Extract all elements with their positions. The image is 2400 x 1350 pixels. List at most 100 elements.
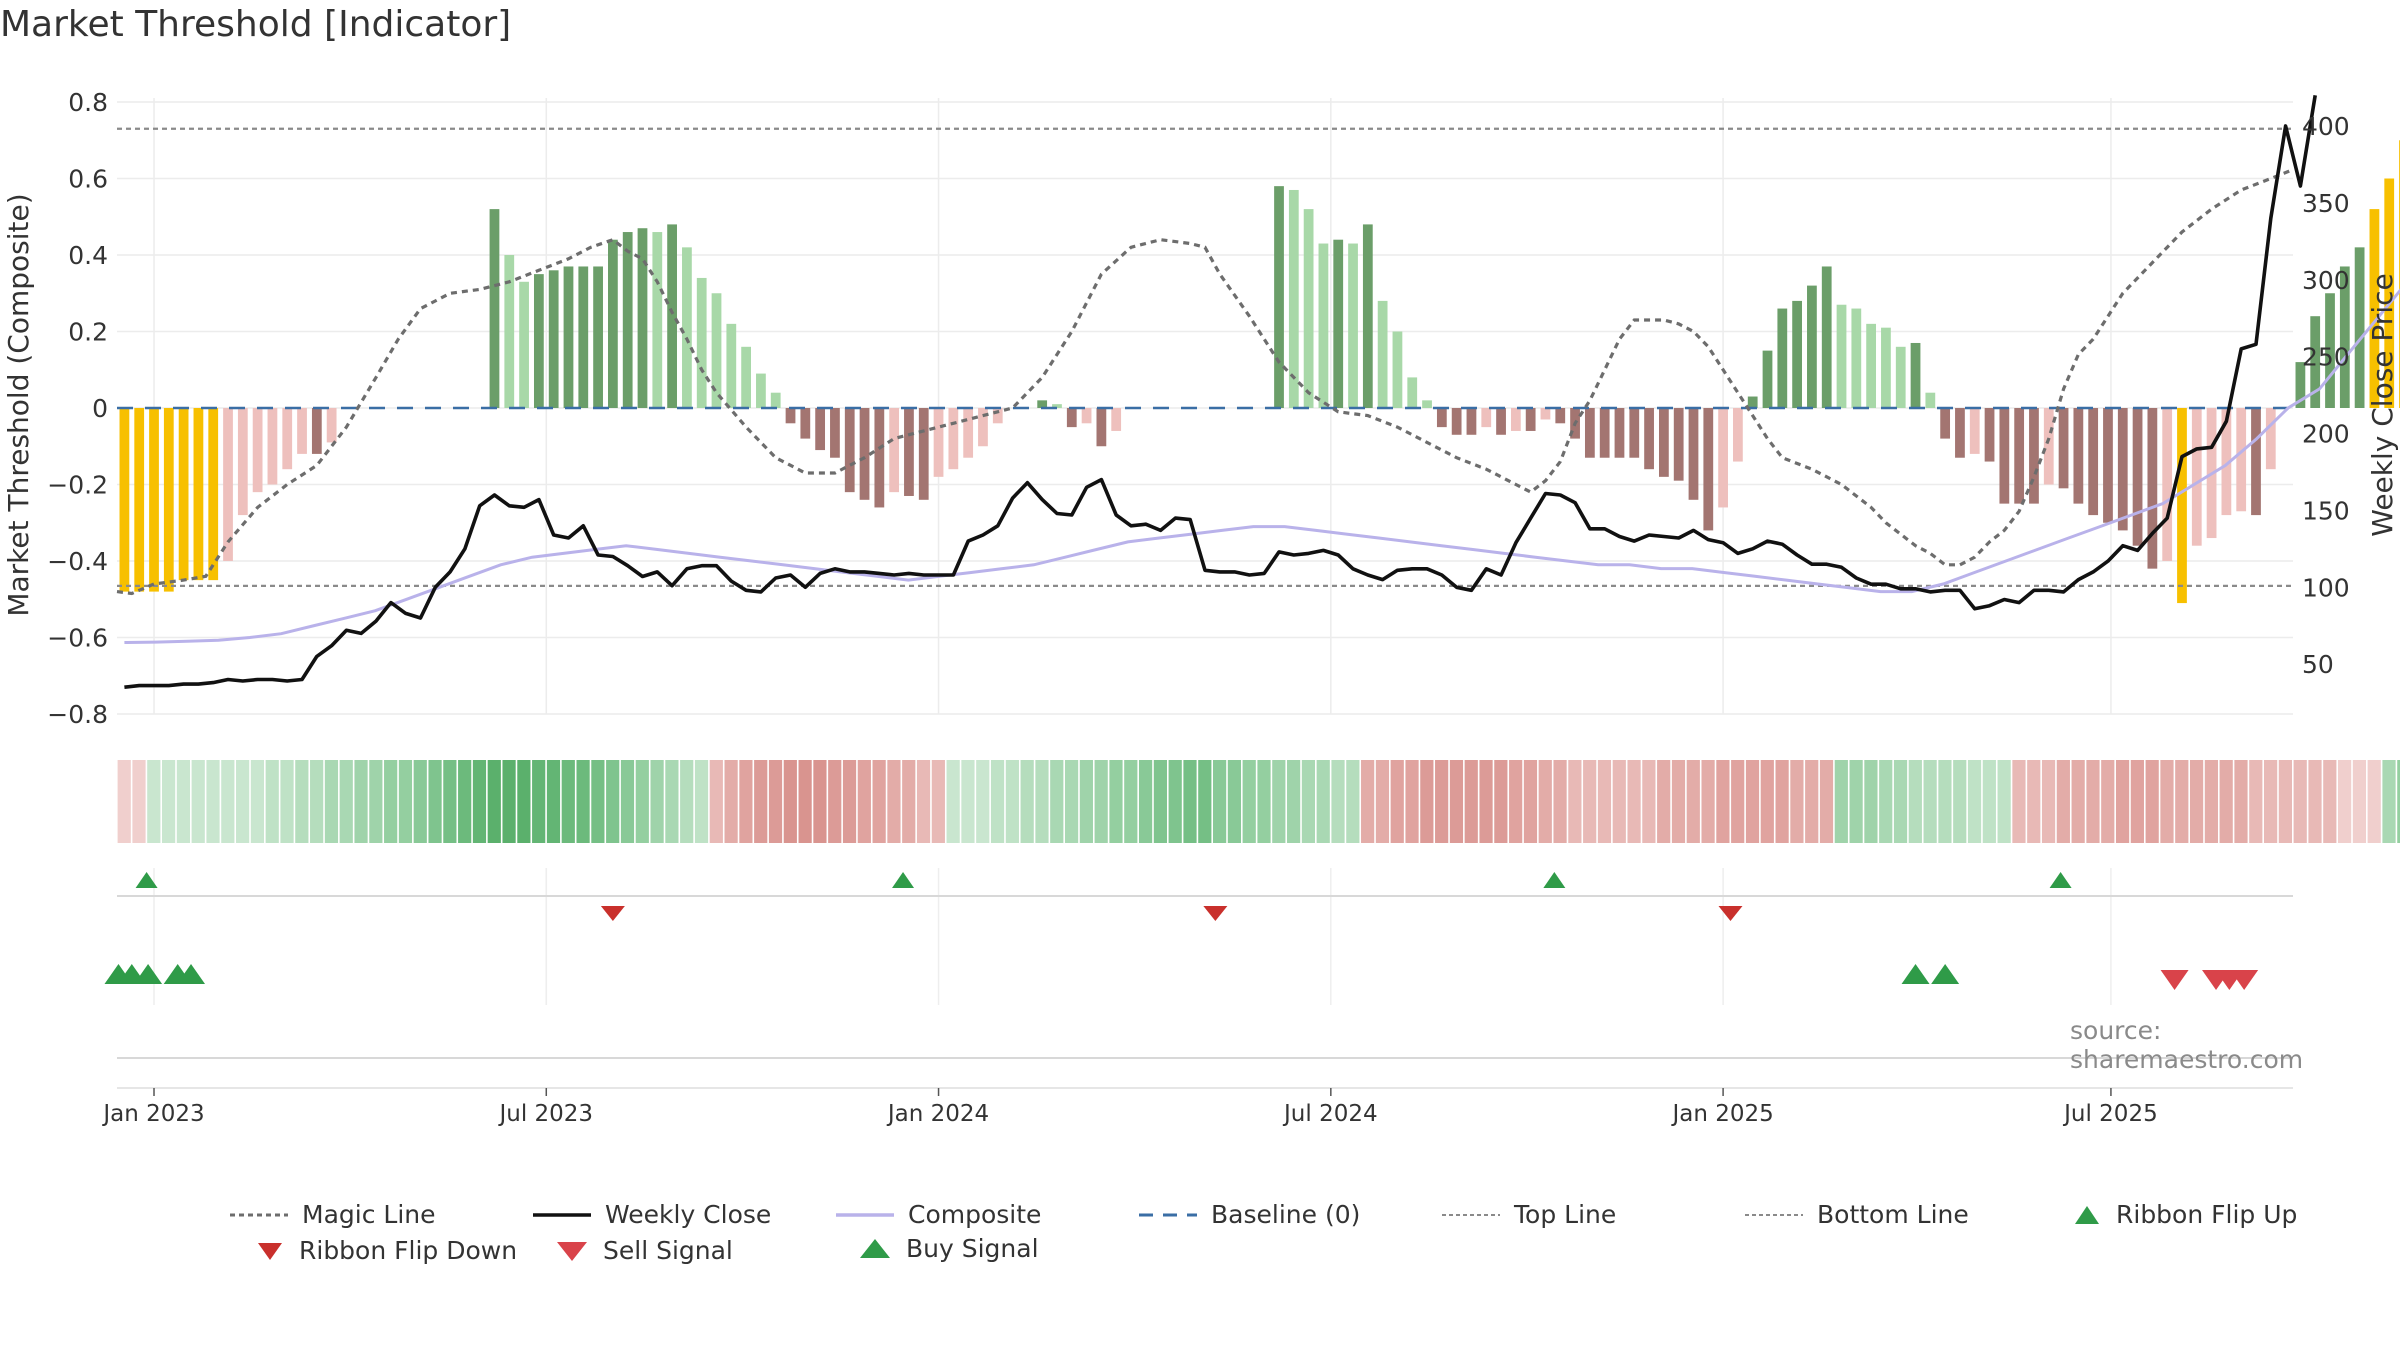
ribbon-cell <box>976 760 990 843</box>
composite-bar <box>1318 243 1329 408</box>
composite-bar <box>1658 408 1669 477</box>
composite-bar <box>785 408 796 424</box>
ribbon-cell <box>428 760 442 843</box>
ribbon-cell <box>828 760 842 843</box>
ribbon-flip-up-marker <box>892 872 915 888</box>
ribbon-cell <box>2367 760 2381 843</box>
ribbon-cell <box>1064 760 1079 843</box>
flip-down-icon <box>258 1242 282 1260</box>
ribbon-cell <box>1227 760 1242 843</box>
ribbon-flip-down-marker <box>1203 906 1228 921</box>
ribbon-cell <box>1494 760 1508 843</box>
ribbon-cell <box>990 760 1005 843</box>
ribbon-cell <box>2204 760 2218 843</box>
ribbon-cell <box>2249 760 2263 843</box>
ribbon-cell <box>1805 760 1819 843</box>
ribbon-cell <box>369 760 383 843</box>
ribbon-cell <box>813 760 827 843</box>
composite-bar <box>504 255 515 408</box>
right-tick-label: 250 <box>2302 343 2350 372</box>
ribbon-cell <box>1834 760 1848 843</box>
composite-bar <box>904 408 914 496</box>
ribbon-cell <box>1982 760 1996 843</box>
composite-bar <box>918 408 929 500</box>
composite-bar <box>1496 408 1506 435</box>
composite-bar <box>1733 408 1743 462</box>
ribbon-cell <box>2308 760 2322 843</box>
ribbon-cell <box>1553 760 1567 843</box>
composite-bar <box>119 408 130 592</box>
ribbon-cell <box>591 760 605 843</box>
ribbon-cell <box>2071 760 2085 843</box>
left-tick-label: 0 <box>92 394 108 423</box>
composite-bar <box>2103 408 2113 523</box>
composite-bar <box>756 373 766 408</box>
buy-signal-marker <box>134 964 163 984</box>
ribbon-cell <box>2130 760 2144 843</box>
ribbon-cell <box>1331 760 1345 843</box>
composite-bar <box>297 408 307 454</box>
composite-bar <box>667 224 677 408</box>
ribbon-cell <box>665 760 679 843</box>
composite-bar <box>2369 209 2380 408</box>
composite-bar <box>252 408 263 493</box>
ribbon-cell <box>1597 760 1612 843</box>
composite-bar <box>948 408 959 470</box>
composite-bar <box>1422 400 1432 408</box>
composite-bar <box>1984 408 1995 462</box>
composite-bar <box>608 239 618 408</box>
ribbon-cell <box>1657 760 1671 843</box>
ribbon-cell <box>1538 760 1552 843</box>
composite-bar <box>1333 239 1344 408</box>
composite-bar <box>2162 408 2173 561</box>
ribbon-cell <box>961 760 975 843</box>
ribbon-cell <box>1168 760 1182 843</box>
ribbon-cell <box>280 760 294 843</box>
buy-signal-marker <box>177 964 206 984</box>
ribbon-cell <box>1523 760 1538 843</box>
ribbon-cell <box>1375 760 1390 843</box>
composite-bar <box>2221 408 2232 516</box>
left-axis-label: Market Threshold (Composite) <box>2 193 35 616</box>
ribbon-cell <box>1449 760 1464 843</box>
ribbon-cell <box>620 760 635 843</box>
composite-bar <box>830 408 840 458</box>
ribbon-cell <box>1938 760 1952 843</box>
ribbon-cell <box>606 760 620 843</box>
composite-bar <box>1762 350 1773 408</box>
ribbon-cell <box>1568 760 1582 843</box>
ribbon-flip-up-marker <box>2049 872 2072 888</box>
flip-up-icon <box>2075 1205 2099 1224</box>
ribbon-cell <box>872 760 886 843</box>
composite-bar <box>2014 408 2025 504</box>
ribbon-cell <box>1627 760 1641 843</box>
composite-bar <box>223 408 233 561</box>
ribbon-cell <box>1301 760 1316 843</box>
composite-bar <box>1673 408 1684 481</box>
magic-line <box>116 169 2291 596</box>
composite-bar <box>2058 408 2069 489</box>
ribbon-cell <box>798 760 812 843</box>
legend-item-flip-up: Ribbon Flip Up <box>2072 1200 2297 1229</box>
ribbon-cell <box>1775 760 1789 843</box>
composite-bar <box>178 408 189 581</box>
legend-label-magic: Magic Line <box>302 1200 436 1229</box>
composite-bar <box>134 408 145 592</box>
ribbon-cell <box>206 760 220 843</box>
right-tick-label: 50 <box>2302 650 2334 679</box>
sell-signal-marker <box>2160 970 2189 990</box>
composite-bar <box>682 247 692 408</box>
composite-bar <box>1451 408 1462 435</box>
legend-label-buy: Buy Signal <box>906 1234 1039 1263</box>
ribbon-cell <box>2175 760 2189 843</box>
ribbon-cell <box>1390 760 1404 843</box>
composite-bar <box>1584 408 1595 458</box>
ribbon-cell <box>709 760 723 843</box>
ribbon-cell <box>1819 760 1834 843</box>
ribbon-cell <box>384 760 398 843</box>
right-tick-label: 150 <box>2302 496 2350 525</box>
ribbon-cell <box>1686 760 1700 843</box>
left-tick-label: 0.6 <box>68 165 108 194</box>
ribbon-cell <box>221 760 235 843</box>
composite-bar <box>2310 316 2321 408</box>
